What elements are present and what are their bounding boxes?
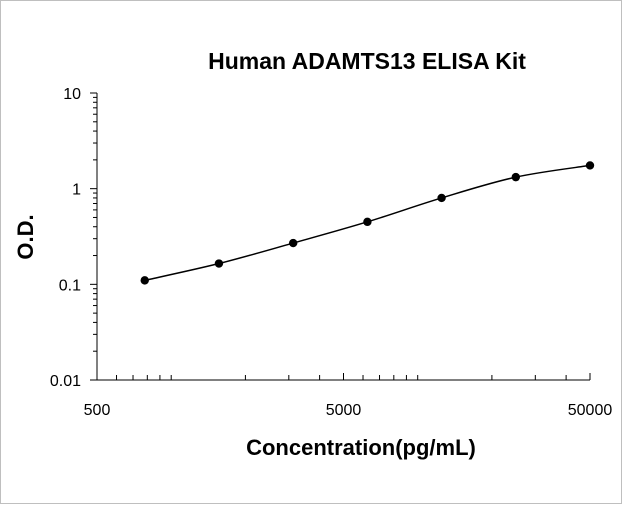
data-point [288, 238, 298, 248]
data-point [437, 193, 446, 203]
y-tick-label: 10 [63, 86, 81, 103]
y-tick-label: 0.1 [59, 277, 81, 294]
x-axis-label: Concentration(pg/mL) [246, 435, 476, 460]
data-point [585, 161, 595, 170]
x-tick-label: 500 [84, 402, 111, 419]
y-tick-label: 1 [72, 182, 81, 199]
chart-title: Human ADAMTS13 ELISA Kit [208, 48, 526, 74]
data-point [511, 172, 520, 182]
x-tick-label: 5000 [326, 402, 362, 419]
x-tick-label: 50000 [568, 402, 613, 419]
data-points [140, 161, 595, 285]
y-tick-label: 0.01 [50, 373, 81, 390]
data-point [214, 259, 224, 268]
data-point [140, 276, 149, 285]
data-point [363, 217, 372, 227]
y-axis-label: O.D. [13, 214, 38, 259]
